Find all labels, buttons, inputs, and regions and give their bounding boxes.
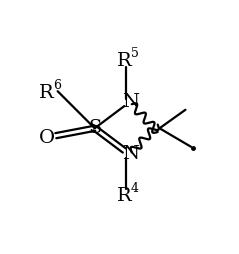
Text: N: N — [122, 93, 139, 111]
Text: R: R — [39, 84, 54, 102]
Text: R: R — [117, 187, 132, 205]
Text: 4: 4 — [130, 182, 139, 195]
Text: N: N — [122, 145, 139, 163]
Text: O: O — [38, 129, 54, 147]
Text: 5: 5 — [130, 47, 138, 60]
Text: 6: 6 — [53, 79, 61, 92]
Text: R: R — [117, 52, 132, 70]
Text: S: S — [88, 119, 101, 137]
